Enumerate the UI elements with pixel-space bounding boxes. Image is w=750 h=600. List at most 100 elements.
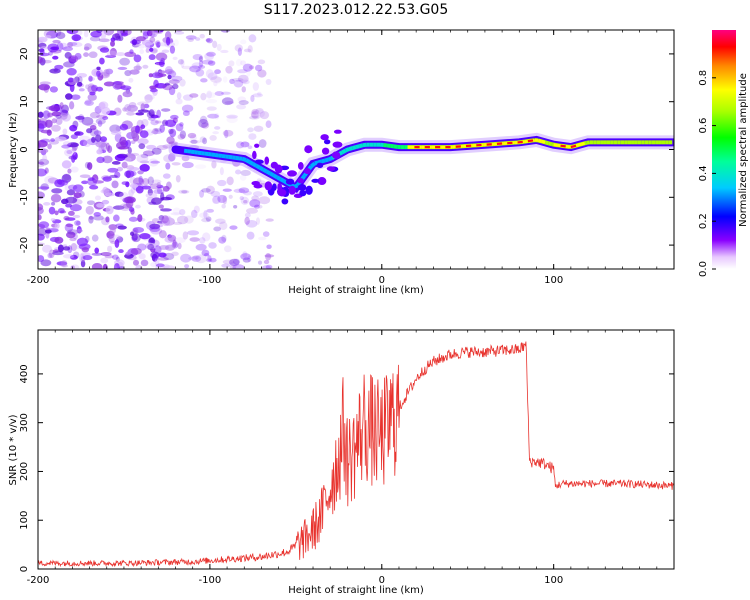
noise-speckle (99, 57, 105, 65)
ridge-core-segment (358, 143, 364, 149)
noise-speckle (185, 35, 197, 40)
noise-speckle (224, 245, 232, 253)
noise-speckle (182, 110, 190, 117)
noise-speckle (174, 237, 186, 244)
noise-speckle (171, 251, 179, 256)
noise-speckle (241, 79, 250, 85)
noise-speckle (243, 48, 252, 53)
noise-speckle (74, 131, 81, 136)
noise-speckle (73, 214, 81, 219)
noise-speckle (44, 119, 53, 128)
noise-speckle (165, 119, 177, 127)
noise-speckle (98, 38, 110, 43)
noise-speckle (75, 220, 81, 226)
noise-speckle (128, 77, 134, 83)
noise-speckle (180, 58, 185, 68)
noise-speckle (62, 254, 75, 259)
noise-speckle (109, 227, 116, 235)
noise-speckle (110, 130, 122, 136)
noise-speckle (203, 252, 210, 257)
noise-speckle (148, 73, 153, 78)
noise-speckle (38, 83, 51, 91)
noise-speckle (119, 123, 129, 131)
noise-speckle (126, 104, 138, 112)
noise-speckle (45, 34, 52, 39)
noise-speckle (70, 94, 81, 100)
disturbance-blob (311, 178, 320, 183)
noise-speckle (175, 175, 181, 183)
noise-speckle (38, 221, 50, 229)
noise-speckle (66, 149, 73, 155)
noise-speckle (156, 145, 168, 151)
noise-speckle (67, 55, 79, 63)
noise-speckle (189, 237, 200, 242)
noise-speckle (155, 263, 165, 268)
noise-speckle (152, 252, 159, 260)
noise-speckle (217, 194, 227, 204)
noise-speckle (207, 255, 212, 262)
noise-speckle (240, 141, 250, 148)
noise-speckle (213, 81, 218, 87)
noise-speckle (45, 229, 52, 234)
noise-speckle (71, 154, 76, 163)
noise-speckle (78, 135, 90, 141)
noise-speckle (243, 200, 248, 204)
noise-speckle (161, 108, 171, 112)
noise-speckle (58, 179, 69, 186)
noise-speckle (49, 86, 59, 93)
noise-speckle (135, 36, 146, 42)
noise-speckle (237, 96, 247, 103)
noise-speckle (154, 257, 160, 267)
noise-speckle (70, 42, 83, 48)
noise-speckle (198, 65, 206, 70)
noise-speckle (124, 170, 135, 178)
noise-speckle (262, 231, 270, 237)
noise-speckle (238, 100, 249, 105)
noise-speckle (157, 257, 169, 261)
noise-speckle (237, 74, 249, 83)
noise-speckle (168, 79, 180, 85)
noise-speckle (248, 133, 257, 140)
noise-speckle (144, 94, 155, 100)
noise-speckle (169, 45, 176, 54)
noise-speckle (137, 109, 150, 113)
noise-speckle (224, 129, 229, 139)
noise-speckle (92, 215, 104, 221)
noise-speckle (222, 129, 234, 137)
noise-speckle (250, 95, 255, 102)
ridge-core-segment (544, 140, 550, 146)
noise-speckle (81, 180, 89, 185)
noise-speckle (40, 129, 52, 134)
noise-speckle (66, 189, 76, 196)
noise-speckle (39, 48, 45, 56)
noise-speckle (195, 68, 205, 77)
noise-speckle (209, 135, 217, 141)
noise-speckle (181, 104, 194, 113)
snr-y-axis-label: SNR (10 * v/v) (8, 414, 19, 485)
noise-speckle (221, 263, 231, 268)
noise-speckle (240, 253, 251, 261)
noise-speckle (70, 265, 75, 269)
noise-speckle (137, 170, 144, 175)
noise-speckle (91, 84, 98, 92)
ridge-core-segment (352, 145, 357, 150)
noise-speckle (60, 260, 68, 267)
ridge-core-segment (258, 165, 265, 172)
noise-speckle (221, 97, 234, 106)
noise-speckle (156, 182, 162, 188)
noise-speckle (208, 242, 217, 249)
noise-speckle (184, 215, 194, 224)
noise-speckle (61, 144, 71, 149)
noise-speckle (99, 47, 110, 53)
noise-speckle (239, 196, 244, 201)
noise-speckle (55, 117, 63, 126)
noise-speckle (135, 204, 141, 209)
noise-speckle (97, 120, 103, 127)
noise-speckle (148, 54, 156, 61)
noise-speckle (128, 189, 134, 197)
noise-speckle (140, 103, 146, 111)
noise-speckle (222, 195, 228, 205)
noise-speckle (100, 30, 107, 40)
noise-speckle (206, 38, 213, 44)
